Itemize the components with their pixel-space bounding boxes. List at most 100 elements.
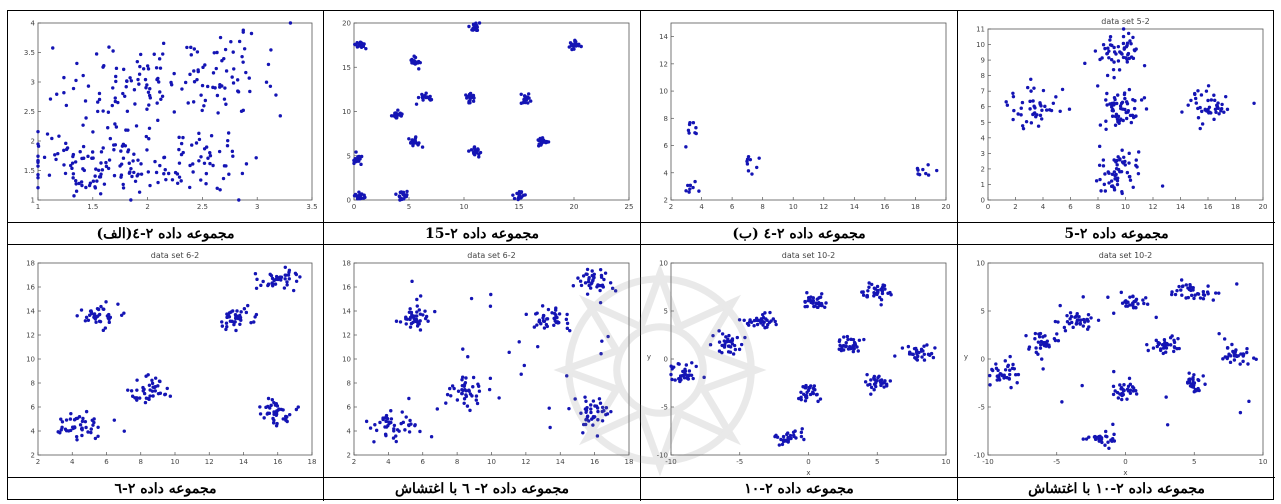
- data-point: [70, 166, 74, 171]
- data-point: [592, 415, 597, 419]
- data-point: [857, 338, 862, 342]
- data-point: [195, 50, 200, 54]
- data-point: [84, 185, 88, 190]
- plot-cell-7: -10 -5 0 5 10 -10 -5 0 5 10 data set 10-2 x y: [958, 245, 1275, 477]
- data-point: [1144, 107, 1149, 111]
- data-point: [91, 423, 95, 427]
- data-point: [54, 157, 58, 162]
- noise-point: [1089, 316, 1093, 320]
- data-point: [1019, 106, 1023, 110]
- data-point: [86, 430, 90, 434]
- data-point: [742, 318, 746, 323]
- data-point: [114, 125, 119, 129]
- data-point: [591, 423, 595, 427]
- data-point: [465, 404, 470, 408]
- y-tick-label: 3: [31, 79, 35, 87]
- data-point: [1069, 314, 1074, 319]
- data-point: [154, 66, 159, 70]
- x-tick-label: 2: [352, 458, 356, 466]
- data-point: [1112, 188, 1117, 192]
- data-point: [872, 377, 877, 381]
- data-point: [177, 147, 181, 152]
- plot-frame: [353, 22, 630, 201]
- data-point: [391, 436, 396, 440]
- data-point: [1040, 357, 1044, 361]
- x-axis-label: x: [806, 469, 810, 477]
- data-point: [111, 86, 115, 90]
- data-point: [1145, 302, 1150, 306]
- data-point: [1134, 306, 1138, 310]
- data-point: [364, 419, 369, 424]
- scatter-plot-2: 2 4 6 8 10 12 14 16 18 20 2 4 6 8 10 12 14: [659, 22, 950, 211]
- data-point: [90, 156, 94, 160]
- data-point: [56, 430, 60, 434]
- noise-point: [606, 334, 610, 339]
- data-point: [711, 333, 715, 338]
- data-point: [163, 392, 168, 396]
- data-point: [476, 148, 480, 152]
- data-point: [888, 379, 893, 383]
- data-point: [684, 189, 688, 193]
- data-point: [409, 422, 413, 426]
- data-point: [568, 41, 573, 45]
- data-point: [702, 375, 706, 380]
- x-tick-label: -5: [736, 458, 743, 466]
- data-point: [805, 291, 809, 295]
- data-point: [234, 314, 239, 318]
- y-tick-label: 4: [347, 428, 352, 436]
- data-point: [413, 423, 417, 428]
- data-point: [71, 172, 76, 176]
- data-point: [208, 151, 212, 155]
- data-point: [118, 164, 122, 168]
- data-point: [1115, 158, 1119, 163]
- data-point: [1106, 46, 1110, 50]
- data-point: [537, 142, 541, 146]
- noise-point: [1247, 399, 1251, 404]
- data-point: [1113, 114, 1118, 119]
- data-point: [1134, 392, 1139, 396]
- data-point: [122, 311, 126, 315]
- data-point: [1128, 303, 1132, 307]
- y-tick-label: 4: [31, 20, 36, 28]
- data-point: [1193, 96, 1198, 101]
- data-point: [546, 307, 551, 312]
- x-tick-label: 1.5: [87, 203, 98, 211]
- data-point: [36, 185, 40, 190]
- data-point: [114, 74, 118, 79]
- data-point: [1145, 342, 1149, 347]
- data-point: [206, 84, 210, 89]
- data-point: [259, 283, 263, 288]
- data-point: [81, 144, 86, 149]
- data-point: [815, 305, 820, 309]
- data-point: [1034, 350, 1038, 355]
- y-tick-label: 8: [31, 380, 35, 388]
- data-point: [1019, 113, 1023, 117]
- data-point: [1122, 383, 1126, 387]
- data-point: [1131, 294, 1135, 298]
- y-tick-label: 0: [981, 197, 985, 205]
- data-point: [995, 378, 999, 382]
- data-point: [684, 145, 688, 149]
- data-point: [215, 186, 219, 190]
- data-point: [591, 278, 595, 282]
- data-point: [1101, 158, 1106, 162]
- data-point: [583, 395, 587, 399]
- data-point: [1087, 435, 1091, 439]
- data-point: [1122, 155, 1126, 159]
- data-point: [1011, 362, 1015, 367]
- data-point: [264, 405, 268, 410]
- data-point: [215, 50, 219, 55]
- data-point: [1245, 350, 1249, 355]
- data-point: [244, 162, 249, 166]
- data-point: [86, 154, 90, 159]
- chart-title: data set 10-2: [1099, 251, 1153, 260]
- data-point: [867, 285, 871, 289]
- data-point: [990, 367, 994, 372]
- data-point: [875, 284, 880, 289]
- data-point: [916, 354, 920, 359]
- data-point: [861, 293, 866, 297]
- plot-frame: [37, 262, 313, 456]
- data-point: [724, 335, 728, 339]
- data-point: [83, 419, 88, 424]
- data-point: [156, 384, 160, 388]
